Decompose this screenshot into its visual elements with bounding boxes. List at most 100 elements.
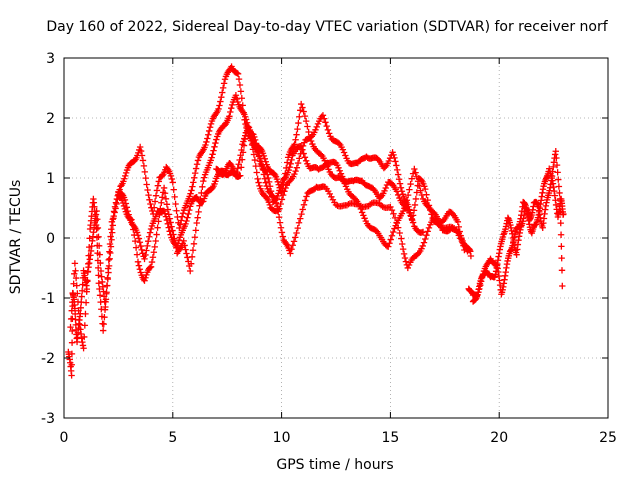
data-point [121, 175, 128, 182]
data-point [418, 177, 425, 184]
data-point [294, 224, 301, 232]
data-point [400, 250, 408, 258]
data-point [188, 253, 196, 261]
series-trace-1 [65, 92, 475, 379]
data-point [135, 235, 143, 242]
data-point [241, 135, 249, 143]
data-point [190, 240, 198, 247]
data-point [387, 203, 394, 211]
data-point [162, 195, 170, 203]
data-point [557, 219, 564, 227]
data-point [100, 320, 107, 328]
x-tick-label: 10 [273, 430, 291, 446]
data-point [288, 156, 295, 164]
data-point [291, 141, 298, 148]
data-point [277, 184, 284, 191]
data-point [95, 272, 102, 279]
data-point [262, 158, 269, 165]
data-point [324, 126, 332, 134]
data-point [394, 166, 401, 174]
data-point [256, 182, 263, 190]
data-point [406, 209, 413, 216]
data-point [147, 225, 155, 233]
data-point [305, 128, 312, 136]
data-point [557, 231, 565, 238]
data-point [393, 219, 401, 227]
data-points [65, 63, 567, 379]
data-point [212, 178, 219, 185]
data-point [93, 207, 100, 215]
data-point [205, 131, 212, 138]
data-point [78, 293, 85, 300]
data-point [297, 142, 305, 150]
data-point [265, 174, 272, 182]
data-point [101, 313, 108, 321]
data-point [219, 89, 226, 96]
data-point [215, 105, 222, 113]
data-point [460, 242, 467, 249]
data-point [283, 159, 291, 166]
data-point [292, 167, 299, 175]
data-point [418, 245, 425, 252]
chart-title: Day 160 of 2022, Sidereal Day-to-day VTE… [46, 19, 608, 35]
data-point [457, 232, 464, 239]
data-point [153, 231, 160, 238]
data-point [439, 217, 447, 225]
data-point [137, 147, 145, 155]
data-point [467, 252, 475, 260]
data-point [81, 333, 88, 341]
data-point [169, 179, 176, 186]
data-point [396, 180, 404, 187]
data-point [191, 174, 198, 182]
data-point [255, 153, 263, 160]
data-point [164, 220, 172, 227]
y-tick-label: 1 [46, 171, 55, 187]
data-point [158, 199, 165, 206]
data-point [218, 93, 225, 101]
data-point [95, 233, 102, 241]
series-trace-6 [213, 122, 427, 236]
data-point [144, 242, 151, 250]
data-point [147, 200, 154, 208]
data-point [216, 102, 223, 109]
data-point [287, 250, 294, 257]
data-point [358, 209, 366, 216]
data-point [360, 212, 367, 219]
data-point [171, 193, 178, 201]
data-point [134, 232, 142, 239]
data-point [388, 206, 396, 214]
data-point [124, 207, 131, 215]
data-point [235, 75, 243, 83]
data-point [411, 201, 419, 209]
data-point [294, 159, 302, 167]
data-point [226, 113, 233, 120]
data-point [250, 151, 258, 158]
data-point [399, 240, 406, 248]
data-point [274, 206, 282, 214]
data-point [278, 196, 286, 203]
data-point [137, 242, 144, 250]
data-point [108, 229, 116, 236]
data-point [148, 258, 156, 266]
data-point [459, 239, 466, 246]
data-point [478, 274, 486, 281]
data-point [71, 260, 79, 267]
data-point [263, 168, 270, 175]
data-point [83, 288, 90, 295]
data-point [206, 124, 214, 131]
data-point [198, 189, 205, 197]
data-point [207, 157, 214, 164]
data-point [277, 200, 284, 208]
data-point [386, 240, 393, 247]
data-point [234, 70, 242, 77]
data-point [96, 292, 104, 299]
data-point [151, 243, 158, 251]
data-point [200, 174, 208, 181]
data-point [401, 254, 409, 262]
data-point [219, 84, 227, 92]
data-point [314, 120, 322, 128]
data-point [159, 172, 166, 179]
data-point [240, 142, 248, 149]
data-point [237, 172, 244, 179]
data-point [211, 143, 218, 151]
